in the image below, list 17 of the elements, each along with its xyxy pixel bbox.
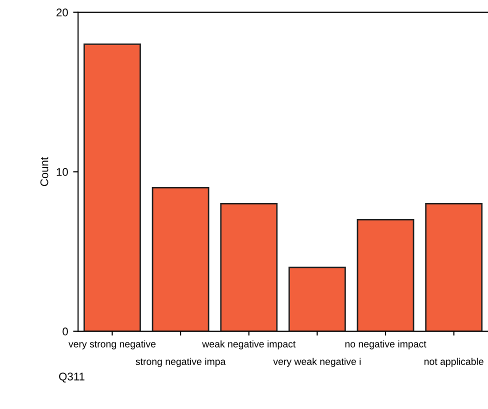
bar (152, 187, 210, 332)
bar (220, 202, 278, 332)
bar (425, 202, 483, 332)
y-tick-label: 20 (56, 8, 68, 16)
x-tick-label: no negative impact (345, 340, 426, 350)
x-tick-label: very weak negative i (273, 358, 361, 367)
x-axis-title: Q311 (59, 372, 84, 382)
bar (84, 43, 141, 332)
x-tick-label: very strong negative (68, 340, 156, 350)
x-tick-label: not applicable (424, 358, 484, 367)
bar (288, 266, 346, 332)
y-tick-label: 10 (56, 168, 68, 176)
bar (356, 218, 414, 332)
y-axis-title: Count (40, 157, 48, 186)
x-tick-label: strong negative impa (136, 358, 226, 367)
x-tick-label: weak negative impact (202, 340, 296, 350)
y-tick-label: 0 (62, 328, 68, 336)
